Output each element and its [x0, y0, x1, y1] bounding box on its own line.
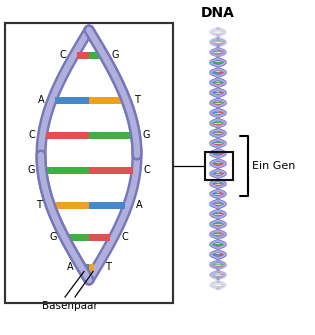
- Bar: [89, 234, 111, 241]
- Bar: [53, 201, 89, 208]
- Bar: [89, 96, 123, 104]
- Bar: [5, 23, 173, 303]
- Bar: [89, 132, 133, 138]
- Text: G: G: [50, 232, 57, 243]
- Text: A: A: [135, 200, 142, 210]
- Text: G: G: [143, 130, 150, 140]
- Text: Basenpaar: Basenpaar: [42, 301, 98, 311]
- Text: G: G: [27, 165, 35, 175]
- Text: A: A: [67, 263, 74, 272]
- Bar: [77, 52, 89, 59]
- Text: C: C: [28, 130, 35, 140]
- Text: G: G: [111, 50, 118, 60]
- Bar: [45, 166, 89, 174]
- Text: C: C: [144, 165, 151, 175]
- Text: C: C: [121, 232, 128, 243]
- Bar: [89, 201, 125, 208]
- Bar: [45, 132, 89, 138]
- Text: T: T: [134, 95, 140, 105]
- Text: T: T: [36, 200, 42, 210]
- Bar: [89, 264, 94, 271]
- Bar: [205, 152, 233, 180]
- Text: A: A: [38, 95, 44, 105]
- Bar: [89, 52, 101, 59]
- Bar: [5, 23, 173, 303]
- Bar: [84, 264, 89, 271]
- Bar: [89, 166, 133, 174]
- Text: C: C: [60, 50, 66, 60]
- Text: T: T: [105, 263, 111, 272]
- Text: Ein Gen: Ein Gen: [252, 161, 295, 171]
- Text: DNA: DNA: [201, 6, 235, 20]
- Bar: [55, 96, 89, 104]
- Bar: [67, 234, 89, 241]
